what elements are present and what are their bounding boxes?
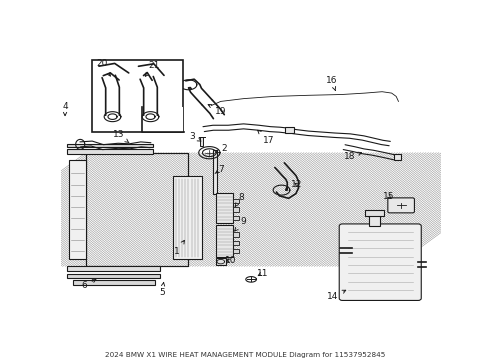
Text: 9: 9 <box>235 217 245 231</box>
Text: 14: 14 <box>327 290 346 301</box>
Bar <box>173 176 202 260</box>
Text: 11: 11 <box>257 269 268 278</box>
Bar <box>365 210 384 216</box>
Bar <box>216 225 233 257</box>
Text: 8: 8 <box>235 193 245 207</box>
Text: 4: 4 <box>62 103 68 116</box>
Text: 6: 6 <box>81 279 96 290</box>
Bar <box>200 138 203 146</box>
Text: 2024 BMW X1 WIRE HEAT MANAGEMENT MODULE Diagram for 11537952845: 2024 BMW X1 WIRE HEAT MANAGEMENT MODULE … <box>105 352 385 358</box>
Text: 16: 16 <box>326 76 338 91</box>
Bar <box>213 150 217 194</box>
Text: 1: 1 <box>174 240 184 256</box>
Bar <box>73 280 155 285</box>
Bar <box>285 127 294 133</box>
Bar <box>67 274 160 278</box>
Text: 3: 3 <box>190 131 201 141</box>
Text: 15: 15 <box>383 192 394 201</box>
Text: 20: 20 <box>97 59 110 76</box>
Text: 13: 13 <box>113 130 129 143</box>
Bar <box>67 149 153 153</box>
FancyBboxPatch shape <box>339 224 421 301</box>
Text: 7: 7 <box>215 165 223 174</box>
Text: 12: 12 <box>291 180 302 189</box>
FancyBboxPatch shape <box>388 198 415 213</box>
Bar <box>67 144 153 147</box>
Bar <box>142 107 183 132</box>
Text: 17: 17 <box>258 130 274 145</box>
Bar <box>369 215 380 226</box>
Bar <box>86 153 189 266</box>
Bar <box>233 232 239 237</box>
Text: 5: 5 <box>159 282 165 297</box>
Bar <box>216 258 226 265</box>
Text: 2: 2 <box>216 144 227 153</box>
Bar <box>233 199 239 203</box>
Bar <box>233 216 239 220</box>
Text: 10: 10 <box>224 256 236 265</box>
Bar <box>92 60 183 132</box>
Bar <box>233 249 239 253</box>
Text: 19: 19 <box>208 104 226 116</box>
Bar <box>393 154 401 160</box>
Bar <box>233 207 239 212</box>
Bar <box>216 193 233 223</box>
Text: 18: 18 <box>344 152 362 161</box>
Bar <box>67 266 160 270</box>
Bar <box>69 159 86 260</box>
Bar <box>233 240 239 245</box>
Text: 21: 21 <box>146 61 160 76</box>
Bar <box>86 153 189 266</box>
